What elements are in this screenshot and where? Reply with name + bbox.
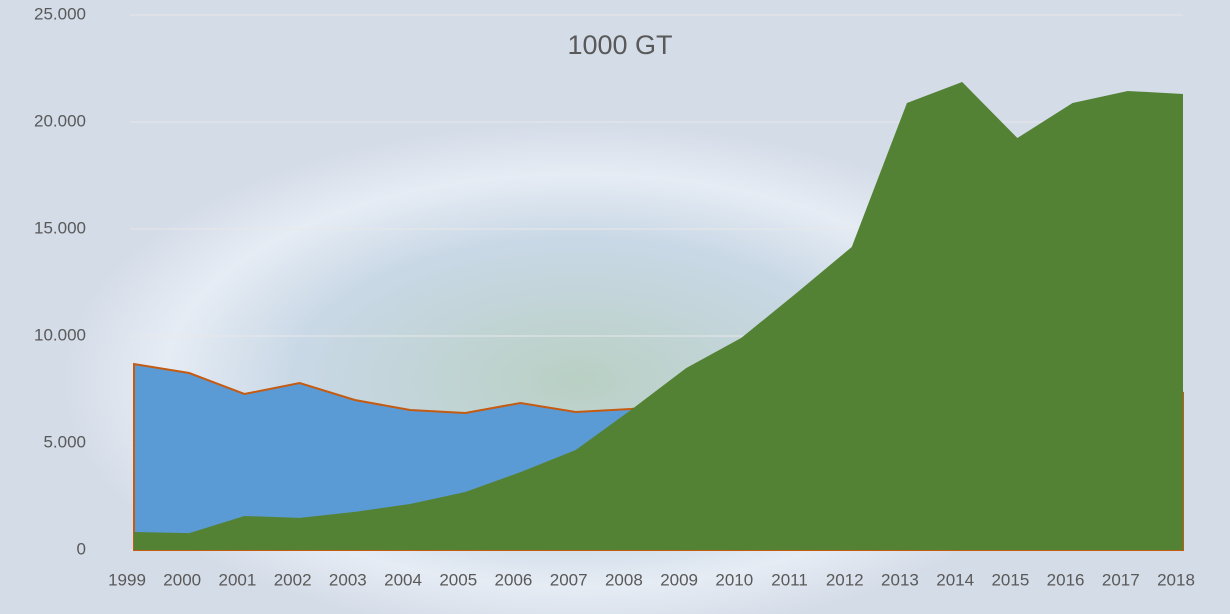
x-tick-label: 2003 [329, 570, 367, 589]
x-tick-label: 2017 [1102, 570, 1140, 589]
x-tick-label: 2000 [163, 570, 201, 589]
x-tick-label: 1999 [108, 570, 146, 589]
x-tick-label: 2008 [605, 570, 643, 589]
y-tick-label: 25.000 [34, 4, 86, 23]
x-tick-label: 2004 [384, 570, 422, 589]
x-tick-label: 2010 [715, 570, 753, 589]
x-tick-label: 2018 [1157, 570, 1195, 589]
x-tick-label: 2006 [495, 570, 533, 589]
y-tick-label: 10.000 [34, 325, 86, 344]
x-tick-label: 2009 [660, 570, 698, 589]
x-tick-label: 2002 [274, 570, 312, 589]
x-tick-label: 2015 [991, 570, 1029, 589]
x-tick-label: 2007 [550, 570, 588, 589]
y-tick-label: 5.000 [43, 432, 86, 451]
x-tick-label: 2013 [881, 570, 919, 589]
x-tick-label: 2012 [826, 570, 864, 589]
x-tick-label: 2001 [219, 570, 257, 589]
x-tick-label: 2011 [771, 570, 808, 589]
chart-title: 1000 GT [567, 30, 672, 60]
y-tick-label: 15.000 [34, 218, 86, 237]
area [134, 81, 1183, 551]
y-tick-label: 20.000 [34, 111, 86, 130]
x-tick-label: 2014 [936, 570, 974, 589]
x-tick-label: 2005 [439, 570, 477, 589]
y-tick-label: 0 [77, 539, 86, 558]
x-tick-label: 2016 [1047, 570, 1085, 589]
